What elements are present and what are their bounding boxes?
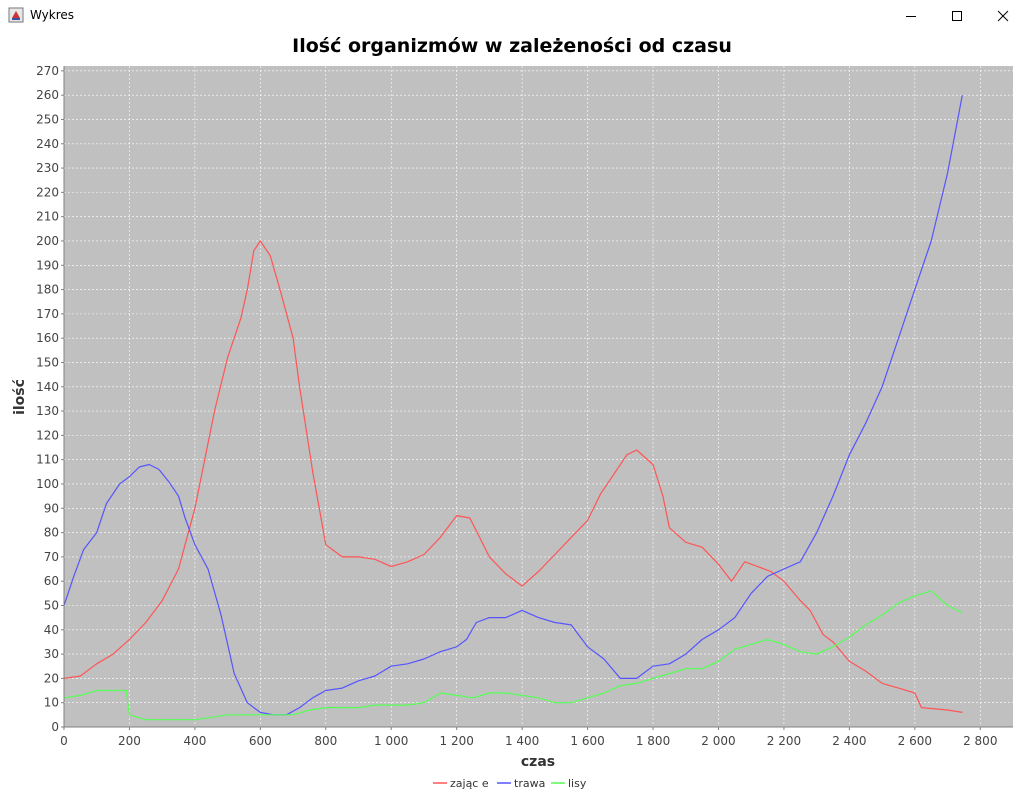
y-tick-label: 140 xyxy=(36,380,59,394)
window-titlebar: Wykres xyxy=(0,0,1026,31)
x-tick-label: 2 000 xyxy=(701,734,735,748)
y-tick-label: 190 xyxy=(36,258,59,272)
tick-labels: 0 10 20 30 40 50 60 70 80 90 100 110 120 130 140 150 160… xyxy=(36,64,997,748)
plot-area xyxy=(64,66,1013,727)
y-tick-label: 170 xyxy=(36,307,59,321)
x-tick-label: 1 800 xyxy=(636,734,670,748)
minimize-button[interactable] xyxy=(888,0,934,31)
y-tick-label: 260 xyxy=(36,88,59,102)
x-tick-label: 2 800 xyxy=(963,734,997,748)
legend-label: lisy xyxy=(568,777,587,790)
y-tick-label: 180 xyxy=(36,283,59,297)
series-line-0 xyxy=(63,240,963,713)
minimize-icon xyxy=(906,15,916,17)
legend: zając e trawa lisy xyxy=(433,777,587,790)
y-tick-label: 60 xyxy=(44,574,59,588)
y-tick-label: 250 xyxy=(36,112,59,126)
y-tick-label: 210 xyxy=(36,210,59,224)
y-axis-label: ilość xyxy=(12,379,28,415)
y-tick-label: 110 xyxy=(36,453,59,467)
x-tick-label: 1 400 xyxy=(505,734,539,748)
y-tick-label: 70 xyxy=(44,550,59,564)
y-tick-label: 80 xyxy=(44,526,59,540)
maximize-icon xyxy=(952,10,962,21)
y-tick-label: 220 xyxy=(36,185,59,199)
x-tick-label: 1 200 xyxy=(440,734,474,748)
legend-label: zając e xyxy=(450,777,489,790)
x-tick-label: 400 xyxy=(183,734,206,748)
close-button[interactable] xyxy=(980,0,1026,31)
y-tick-label: 100 xyxy=(36,477,59,491)
y-tick-label: 270 xyxy=(36,64,59,78)
y-tick-label: 90 xyxy=(44,501,59,515)
java-cup-icon xyxy=(8,7,24,23)
y-tick-label: 200 xyxy=(36,234,59,248)
chart-title: Ilość organizmów w zależeności od czasu xyxy=(292,35,732,57)
y-tick-label: 40 xyxy=(44,623,59,637)
x-tick-label: 1 600 xyxy=(570,734,604,748)
y-tick-label: 30 xyxy=(44,647,59,661)
axes xyxy=(63,66,1013,728)
x-tick-label: 800 xyxy=(314,734,337,748)
x-tick-label: 2 400 xyxy=(832,734,866,748)
legend-item: zając e xyxy=(433,777,489,790)
y-tick-label: 150 xyxy=(36,355,59,369)
x-tick-label: 2 200 xyxy=(767,734,801,748)
y-tick-label: 130 xyxy=(36,404,59,418)
x-tick-label: 600 xyxy=(249,734,272,748)
y-tick-label: 0 xyxy=(51,720,59,734)
series-line-2 xyxy=(63,590,963,721)
y-tick-label: 160 xyxy=(36,331,59,345)
maximize-button[interactable] xyxy=(934,0,980,31)
x-tick-label: 1 000 xyxy=(374,734,408,748)
data-series xyxy=(63,95,963,721)
close-icon xyxy=(997,10,1009,21)
y-tick-label: 240 xyxy=(36,137,59,151)
legend-item: trawa xyxy=(497,777,545,790)
x-tick-label: 200 xyxy=(118,734,141,748)
y-tick-label: 120 xyxy=(36,428,59,442)
legend-label: trawa xyxy=(514,777,545,790)
x-axis-label: czas xyxy=(521,754,555,770)
x-tick-label: 0 xyxy=(60,734,68,748)
y-tick-label: 20 xyxy=(44,671,59,685)
y-tick-label: 230 xyxy=(36,161,59,175)
x-tick-label: 2 600 xyxy=(898,734,932,748)
legend-item: lisy xyxy=(551,777,587,790)
y-tick-label: 50 xyxy=(44,598,59,612)
series-line-1 xyxy=(63,95,963,716)
window-title: Wykres xyxy=(30,8,75,22)
y-tick-label: 10 xyxy=(44,696,59,710)
